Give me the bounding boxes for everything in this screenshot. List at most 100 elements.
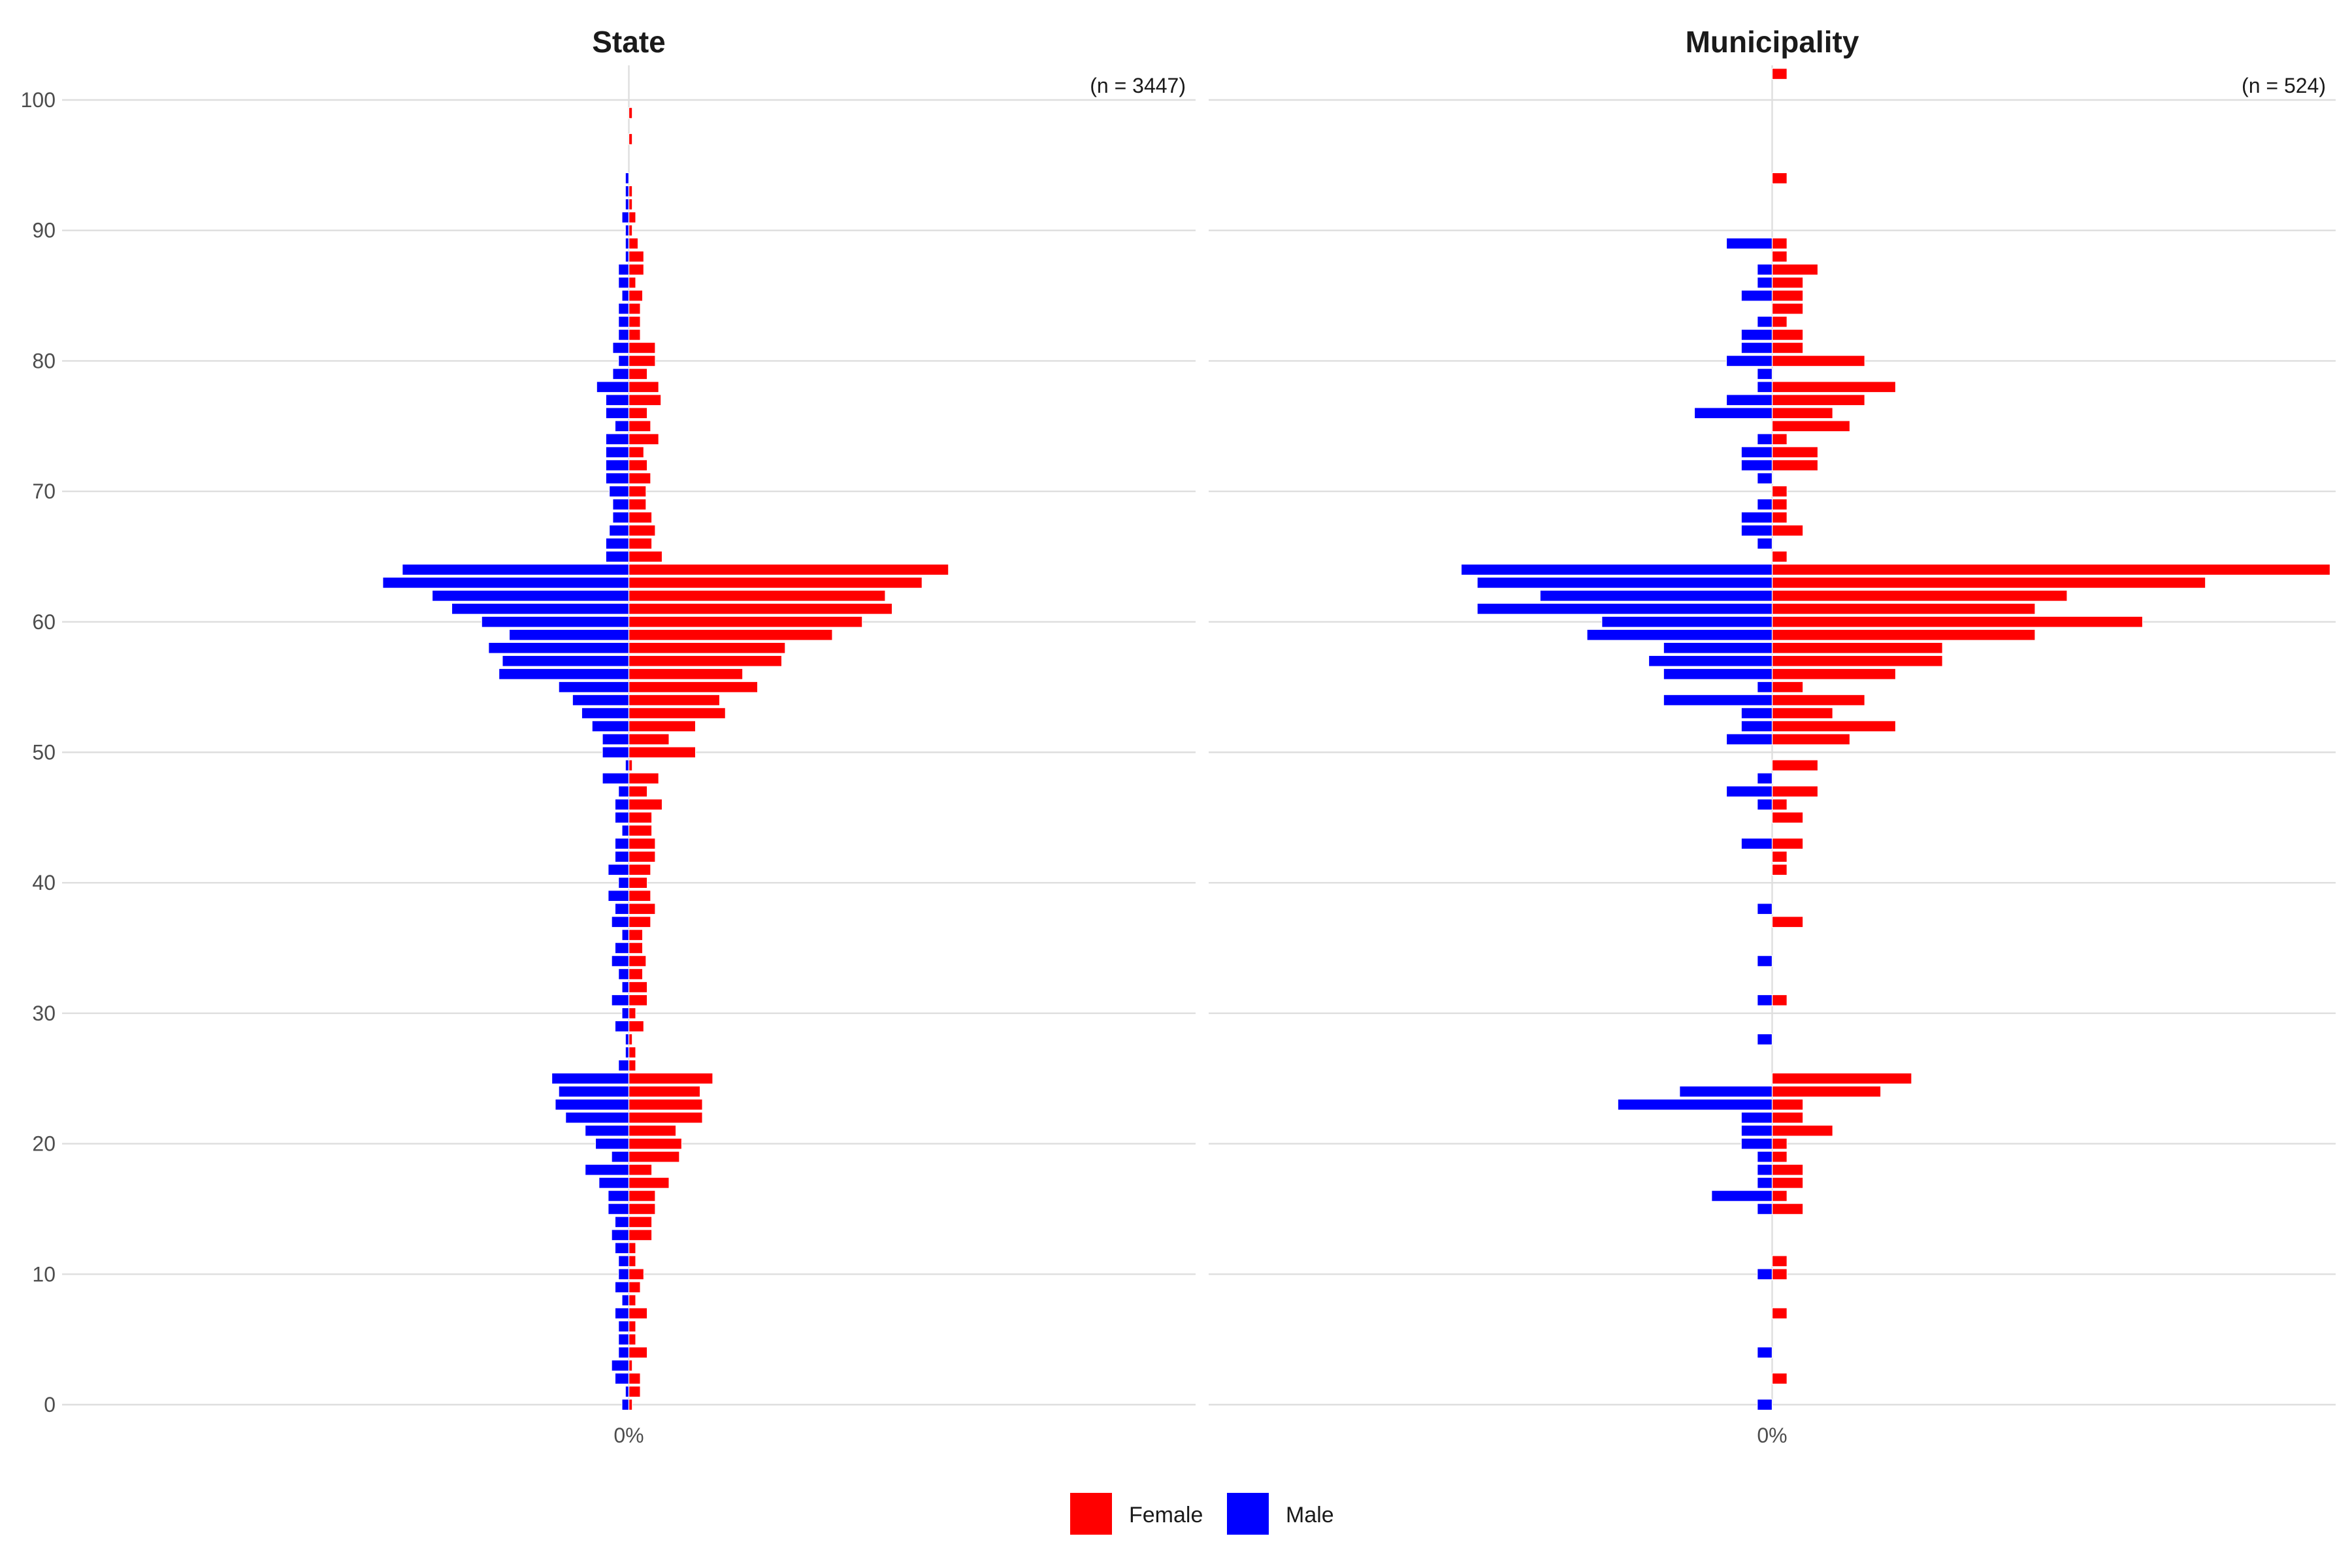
female-bar xyxy=(628,668,743,680)
male-bar xyxy=(608,890,630,902)
female-bar xyxy=(628,1216,653,1228)
male-bar xyxy=(614,1216,630,1228)
female-bar xyxy=(628,433,659,446)
male-bar xyxy=(614,942,630,955)
male-bar xyxy=(625,185,630,197)
female-bar xyxy=(628,1098,703,1111)
male-bar xyxy=(602,733,630,745)
male-bar xyxy=(1648,655,1773,667)
y-tick-label: 60 xyxy=(32,610,56,634)
male-bar xyxy=(1740,1137,1773,1150)
male-bar xyxy=(618,968,630,980)
female-bar xyxy=(1771,329,1804,341)
female-bar xyxy=(628,955,647,968)
female-bar xyxy=(1771,720,1897,732)
female-bar xyxy=(628,276,636,289)
male-bar xyxy=(481,615,630,628)
female-bar xyxy=(628,407,648,419)
female-bar xyxy=(628,1177,670,1189)
female-bar xyxy=(1771,1098,1804,1111)
male-bar xyxy=(605,550,630,563)
panel-title: Municipality xyxy=(1686,25,1859,59)
female-bar xyxy=(1771,681,1804,693)
male-bar xyxy=(618,1320,630,1333)
female-bar xyxy=(628,929,644,941)
female-bar xyxy=(628,615,863,628)
male-bar xyxy=(612,342,630,354)
female-bar xyxy=(628,877,648,889)
y-axis: 0 10 20 30 40 50 60 70 80 90 100 xyxy=(21,88,56,1416)
female-bar xyxy=(628,1242,636,1254)
male-bar xyxy=(605,537,630,549)
female-bar xyxy=(628,838,656,850)
female-bar xyxy=(1771,381,1897,393)
female-bar xyxy=(628,224,633,237)
female-bar xyxy=(1771,1137,1788,1150)
female-bar xyxy=(628,694,721,706)
female-bar xyxy=(1771,1085,1882,1098)
male-bar xyxy=(608,1203,630,1215)
male-bar xyxy=(1740,289,1773,302)
male-bar xyxy=(1740,342,1773,354)
female-bar xyxy=(1771,355,1865,367)
female-bar xyxy=(628,394,662,406)
male-bar xyxy=(621,1007,630,1019)
female-bar xyxy=(628,250,644,263)
male-bar xyxy=(1725,237,1773,250)
panel-municipality: Municipality (n = 524) 0% xyxy=(1209,25,2336,1447)
female-bar xyxy=(1771,589,2068,602)
female-bar xyxy=(628,981,648,993)
male-bar xyxy=(608,525,630,536)
female-bar xyxy=(628,994,648,1006)
male-bar xyxy=(612,498,630,511)
male-bar xyxy=(614,1281,630,1294)
male-bar xyxy=(1757,798,1773,811)
female-bar xyxy=(1771,1164,1804,1176)
male-bar xyxy=(602,746,630,759)
y-tick-label: 70 xyxy=(32,480,56,503)
female-bar xyxy=(628,237,639,250)
female-bar xyxy=(628,550,663,563)
female-bar xyxy=(1771,316,1788,328)
male-bar xyxy=(625,172,630,184)
male-bar xyxy=(1740,459,1773,472)
female-bar xyxy=(1771,1190,1788,1202)
female-bar xyxy=(628,1268,644,1281)
male-bar xyxy=(1663,694,1773,706)
female-bar xyxy=(628,498,647,511)
female-bar xyxy=(628,1294,636,1307)
female-bar xyxy=(628,1373,641,1385)
male-bar xyxy=(605,407,630,419)
female-bar xyxy=(1771,864,1788,876)
male-legend-swatch xyxy=(1227,1493,1269,1535)
male-bar xyxy=(1711,1190,1773,1202)
male-bar xyxy=(451,602,630,615)
female-bar xyxy=(628,942,644,955)
male-bar xyxy=(1757,994,1773,1006)
male-bar xyxy=(608,485,630,498)
male-bar xyxy=(611,955,630,968)
male-bar xyxy=(565,1111,630,1124)
male-bar xyxy=(608,1190,630,1202)
female-bar xyxy=(1771,1373,1788,1385)
male-bar xyxy=(1757,1268,1773,1281)
female-bar xyxy=(1771,250,1788,263)
male-bar xyxy=(1725,355,1773,367)
y-tick-label: 20 xyxy=(32,1132,56,1156)
female-bar xyxy=(628,825,653,837)
male-bar xyxy=(625,224,630,237)
male-bar xyxy=(1539,589,1773,602)
male-bar xyxy=(625,1046,630,1058)
female-bar xyxy=(628,903,656,915)
male-bar xyxy=(1740,525,1773,536)
female-bar xyxy=(1771,798,1788,811)
male-bar xyxy=(1725,785,1773,798)
male-bar xyxy=(1757,498,1773,511)
female-bar xyxy=(628,1137,683,1150)
female-legend-swatch xyxy=(1070,1493,1112,1535)
male-bar xyxy=(1757,433,1773,446)
female-bar xyxy=(628,746,696,759)
female-bar xyxy=(628,368,648,380)
y-tick-label: 40 xyxy=(32,871,56,894)
male-bar xyxy=(614,1307,630,1320)
